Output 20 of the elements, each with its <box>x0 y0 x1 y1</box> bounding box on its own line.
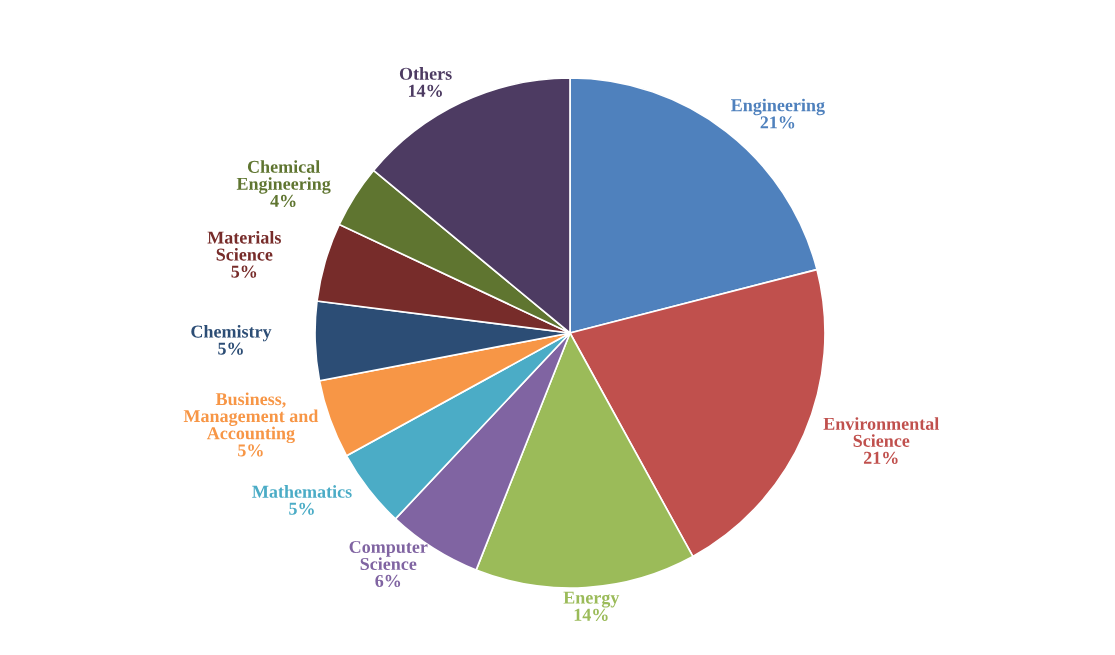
data-label: 14% <box>408 84 442 97</box>
slice-label: Energy <box>563 591 620 608</box>
data-label: 5% <box>289 502 314 515</box>
data-label: 21% <box>863 451 898 464</box>
slice-label: Chemistry <box>191 324 272 342</box>
data-label: 5% <box>238 444 263 457</box>
data-label: 5% <box>218 342 243 355</box>
data-label: 4% <box>270 194 296 208</box>
slice-label: Materials Science <box>207 230 281 261</box>
slice-label: Chemical Engineering <box>236 160 331 194</box>
slice-label: Business, Management and Accounting <box>183 392 319 444</box>
data-label: 14% <box>574 608 608 621</box>
slice-label: Mathematics <box>252 485 352 498</box>
slice-label: Computer Science <box>349 540 428 571</box>
slice-label: Environmental Science <box>823 417 939 447</box>
data-label: 21% <box>760 116 795 129</box>
slice-label: Engineering <box>731 98 825 116</box>
data-label: 6% <box>375 574 401 588</box>
slice-label: Others <box>399 67 452 80</box>
data-label: 5% <box>231 265 257 278</box>
